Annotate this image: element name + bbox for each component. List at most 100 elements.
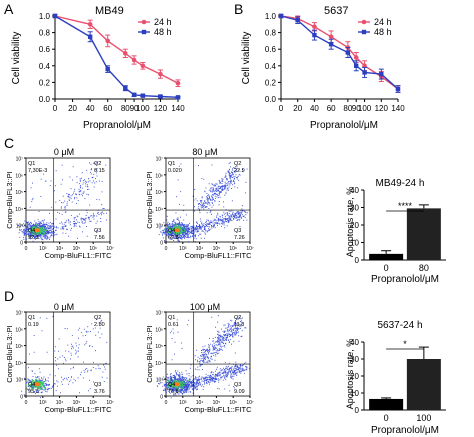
data-point (140, 63, 146, 69)
flow-title: 100 μM (190, 302, 220, 312)
x-tick-label: 40 (310, 104, 319, 113)
legend-marker (361, 29, 367, 35)
chart-title: MB49-24 h (376, 178, 425, 189)
x-tick-label: 120 (154, 104, 168, 113)
quadrant-q2-name: Q2 (234, 161, 241, 167)
quadrant-q4-name: Q4 (28, 228, 35, 234)
x-tick-label: 0 (53, 104, 58, 113)
x-tick-label: 10⁵ (73, 246, 81, 252)
quadrant-q3-name: Q3 (234, 228, 241, 234)
quadrant-q2-name: Q2 (94, 315, 101, 321)
quadrant-q3-name: Q3 (94, 382, 101, 388)
y-tick-label: 10⁶ (155, 327, 163, 333)
x-tick-label: 40 (86, 104, 95, 113)
density-peak (173, 382, 180, 387)
x-tick-label: 100 (416, 413, 431, 423)
x-axis-label: Comp-BluFL1::FITC (44, 405, 112, 414)
x-tick-label: 80 (419, 263, 429, 273)
quadrant-q3-value: 3.76 (94, 389, 105, 395)
x-tick-label: 140 (171, 104, 185, 113)
y-tick-label: 10⁷ (16, 311, 24, 317)
y-tick-label: 0.2 (39, 78, 51, 87)
data-point (312, 32, 317, 38)
x-tick-label: 0 (25, 246, 28, 252)
y-tick-label: 0.6 (39, 45, 51, 54)
x-tick-label: 10⁷ (106, 246, 114, 252)
x-tick-label: 10⁷ (246, 400, 254, 406)
y-tick-label: 10⁶ (15, 327, 23, 333)
y-tick-label: 10 (350, 239, 359, 248)
y-tick-label: 10⁴ (155, 361, 163, 367)
y-tick-label: 0.4 (265, 62, 277, 71)
plot-frame (25, 157, 111, 243)
x-tick-label: 90 (130, 104, 139, 113)
data-point (362, 63, 367, 69)
plot-frame (25, 311, 111, 397)
legend-marker (361, 19, 367, 25)
flow-title: 80 μM (192, 147, 217, 157)
y-tick-label: 1.0 (265, 12, 277, 21)
data-point (278, 13, 284, 19)
legend-label: 48 h (374, 27, 392, 37)
quadrant-q1-name: Q1 (28, 315, 35, 321)
y-tick-label: 0 (160, 395, 163, 401)
bar-chart-mb49-24h: MB49-24 h Apoptosis rate, % Propranolol/… (345, 178, 446, 285)
chart-title: MB49 (95, 5, 124, 17)
quadrant-q4-name: Q4 (28, 382, 35, 388)
panel-letter-d: D (4, 288, 14, 304)
quadrant-q4-value: 93.3 (28, 389, 39, 395)
y-tick-label: 10⁶ (155, 173, 163, 179)
x-tick-label: 10⁴ (56, 246, 64, 252)
y-tick-label: 0.2 (265, 78, 277, 87)
bar-chart-5637-24h: 5637-24 h Apoptosis rate, % Propranolol/… (345, 320, 446, 436)
x-tick-label: 10⁵ (213, 400, 221, 406)
y-tick-label: 0.8 (265, 29, 277, 38)
x-tick-label: 10⁴ (196, 400, 204, 406)
data-point (362, 70, 367, 75)
x-tick-label: 10³ (179, 246, 187, 252)
y-tick-label: 0.8 (39, 29, 51, 38)
quadrant-q3-value: 9.09 (234, 389, 245, 395)
x-tick-label: 90 (352, 104, 361, 113)
legend-label: 48 h (154, 27, 172, 37)
x-axis-label: Propranolol/μM (371, 425, 439, 436)
chart-title: 5637-24 h (377, 320, 422, 331)
legend-marker (141, 29, 147, 35)
y-tick-label: 0.0 (265, 95, 277, 104)
plot-frame (165, 157, 251, 243)
x-tick-label: 100 (358, 104, 372, 113)
x-tick-label: 120 (375, 104, 389, 113)
quadrant-q2-value: 0.15 (94, 168, 105, 174)
legend-label: 24 h (154, 17, 172, 27)
data-point (328, 42, 334, 47)
density-peak (33, 228, 40, 233)
quadrant-q4-value: 78.5 (168, 389, 179, 395)
x-tick-label: 0 (165, 246, 168, 252)
bar (369, 398, 404, 410)
y-tick-label: 10⁵ (15, 344, 23, 350)
data-point (87, 34, 93, 39)
y-tick-label: 10³ (16, 378, 24, 384)
x-axis-label: Propranolol/μM (83, 120, 151, 131)
quadrant-q2-name: Q2 (94, 161, 101, 167)
significance-label: **** (398, 201, 413, 211)
y-tick-label: 30 (350, 204, 359, 213)
panel-letter-b: B (234, 1, 243, 17)
y-axis-label: Comp-BluFL3::PI (145, 171, 154, 229)
quadrant-q1-value: 0.020 (168, 168, 182, 174)
data-point (140, 93, 146, 98)
y-axis-label: Comp-BluFL3::PI (5, 325, 14, 383)
x-tick-label: 10⁶ (229, 400, 237, 406)
data-point (122, 51, 128, 56)
y-tick-label: 0 (355, 256, 360, 265)
data-point (345, 50, 351, 55)
y-tick-label: 20 (350, 372, 359, 381)
y-tick-label: 10³ (156, 378, 164, 384)
x-axis-label: Comp-BluFL1::FITC (184, 405, 252, 414)
series-line (54, 15, 179, 84)
panel-letter-c: C (4, 135, 14, 151)
x-tick-label: 10⁵ (213, 246, 221, 252)
y-tick-label: 20 (350, 221, 359, 230)
series-line (54, 15, 179, 98)
